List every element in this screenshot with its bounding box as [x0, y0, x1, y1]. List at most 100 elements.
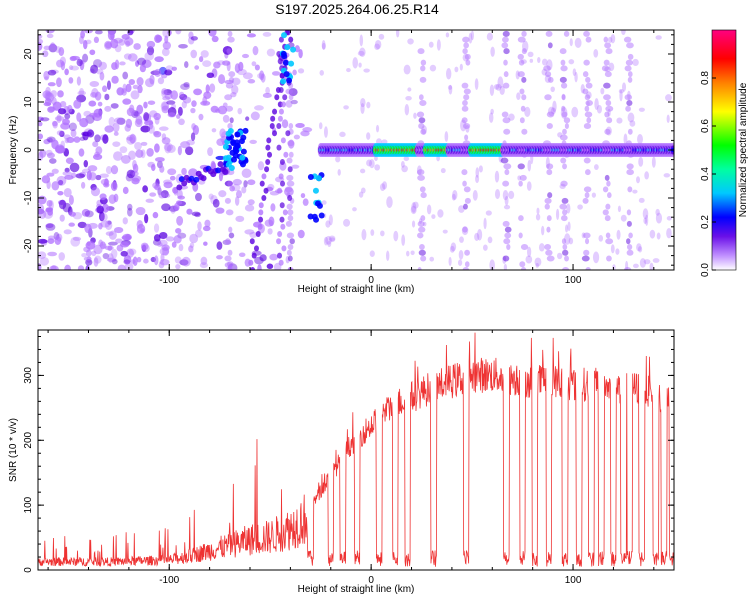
spectrogram-cell	[502, 117, 511, 124]
spectrogram-cell	[166, 144, 176, 154]
spectrogram-cell	[393, 230, 399, 242]
spectrogram-cell	[429, 256, 435, 262]
spectrogram-cell	[503, 263, 508, 270]
spectrogram-cell	[285, 99, 293, 108]
spectrogram-cell	[560, 215, 568, 222]
spectrogram-cell	[574, 37, 582, 48]
spectrogram-cell	[241, 186, 247, 194]
spectrogram-cell	[527, 246, 532, 258]
spectrogram-cell	[569, 38, 573, 47]
spectrogram-cell	[108, 116, 115, 127]
spectrogram-cell	[147, 161, 156, 168]
spectrogram-cell	[93, 244, 103, 255]
spectrogram-cell	[546, 255, 555, 262]
spectrogram-cell	[417, 48, 425, 55]
spectrogram-cell	[56, 77, 62, 88]
spectrogram-cell	[254, 64, 260, 71]
spectrogram-cell	[406, 250, 410, 257]
spectrogram-cell	[638, 197, 645, 203]
spectrogram-cell	[122, 98, 132, 105]
spectrogram-cell	[288, 151, 294, 158]
spectrogram-cell	[282, 209, 288, 216]
spectrogram-cell	[222, 143, 229, 150]
spectrogram-cell	[81, 131, 89, 137]
spectrogram-cell	[546, 169, 553, 176]
spectrogram-cell	[503, 204, 511, 210]
spectrogram-cell	[58, 252, 66, 261]
spectrogram-cell	[99, 211, 105, 222]
spectrogram-cell	[626, 249, 634, 256]
spectrogram-cell	[250, 111, 260, 121]
spectrogram-cell	[189, 233, 199, 244]
spectrogram-cell	[277, 115, 283, 122]
spectrogram-cell	[277, 58, 283, 65]
spectrogram-cell	[278, 87, 284, 93]
spectrogram-cell	[174, 256, 182, 264]
spectrogram-cell	[52, 120, 58, 127]
spectrogram-cell	[284, 44, 291, 51]
spectrogram-cell	[135, 206, 146, 216]
spectrogram-cell	[431, 214, 436, 219]
spectrogram-cell	[604, 128, 611, 135]
spectrogram-cell	[656, 232, 661, 240]
y-tick-label: 200	[23, 431, 34, 448]
spectrogram-cell	[618, 89, 624, 94]
spectrogram-cell	[161, 88, 168, 95]
spectrogram-cell	[160, 253, 165, 263]
spectrogram-cell	[205, 84, 210, 94]
spectrogram-cell	[238, 252, 246, 257]
spectrogram-cell	[97, 101, 103, 107]
spectrogram-cell	[143, 258, 149, 264]
spectrogram-cell	[307, 213, 314, 220]
spectrogram-cell	[122, 186, 129, 195]
spectrogram-cell	[177, 106, 183, 116]
spectrogram-cell	[96, 205, 105, 214]
spectrogram-cell	[561, 197, 569, 204]
spectrogram-cell	[180, 83, 190, 91]
spectrogram-cell	[132, 159, 137, 170]
spectrogram-cell	[584, 238, 590, 245]
spectrogram-cell	[626, 42, 634, 49]
spectrogram-cell	[73, 99, 82, 109]
spectrogram-cell	[637, 246, 643, 253]
spectrogram-cell	[261, 195, 267, 201]
spectrogram-cell	[615, 248, 620, 255]
spectrogram-cell	[141, 244, 150, 253]
spectrogram-cell	[287, 255, 293, 262]
spectrogram-cell	[357, 50, 365, 56]
spectrogram-cell	[411, 220, 416, 228]
spectrogram-cell	[56, 175, 67, 186]
spectrogram-cell	[527, 159, 532, 172]
spectrogram-cell	[346, 68, 351, 73]
spectrogram-cell	[135, 149, 144, 158]
spectrogram-cell	[110, 165, 119, 175]
spectrogram-cell	[535, 263, 539, 268]
spectrogram-cell	[239, 161, 246, 168]
spectrogram-cell	[642, 208, 649, 220]
spectrogram-cell	[58, 47, 65, 56]
spectrogram-cell	[486, 32, 493, 41]
spectrogram-cell	[442, 229, 448, 234]
spectrogram-cell	[146, 40, 156, 49]
spectrogram-cell	[287, 166, 293, 173]
spectrogram-cell	[488, 112, 494, 123]
spectrogram-cell	[184, 61, 189, 69]
spectrogram-cell	[215, 155, 226, 160]
spectrogram-cell	[105, 231, 114, 236]
snr-frame	[37, 329, 675, 571]
spectrogram-cell	[59, 214, 65, 222]
spectrogram-cell	[352, 207, 357, 212]
spectrogram-cell	[190, 36, 198, 41]
spectrogram-cell	[154, 56, 164, 63]
spectrogram-cell	[405, 95, 412, 101]
spectrogram-cell	[264, 219, 274, 227]
spectrogram-cell	[225, 130, 232, 137]
spectrogram-cell	[410, 250, 415, 256]
spectrogram-cell	[122, 71, 129, 80]
spectrogram-cell	[218, 171, 223, 182]
spectrogram-cell	[628, 71, 633, 78]
spectrogram-cell	[459, 63, 463, 71]
spectrogram-cell	[603, 94, 611, 101]
y-tick-label: -20	[23, 238, 34, 253]
spectrogram-cell	[102, 85, 108, 93]
